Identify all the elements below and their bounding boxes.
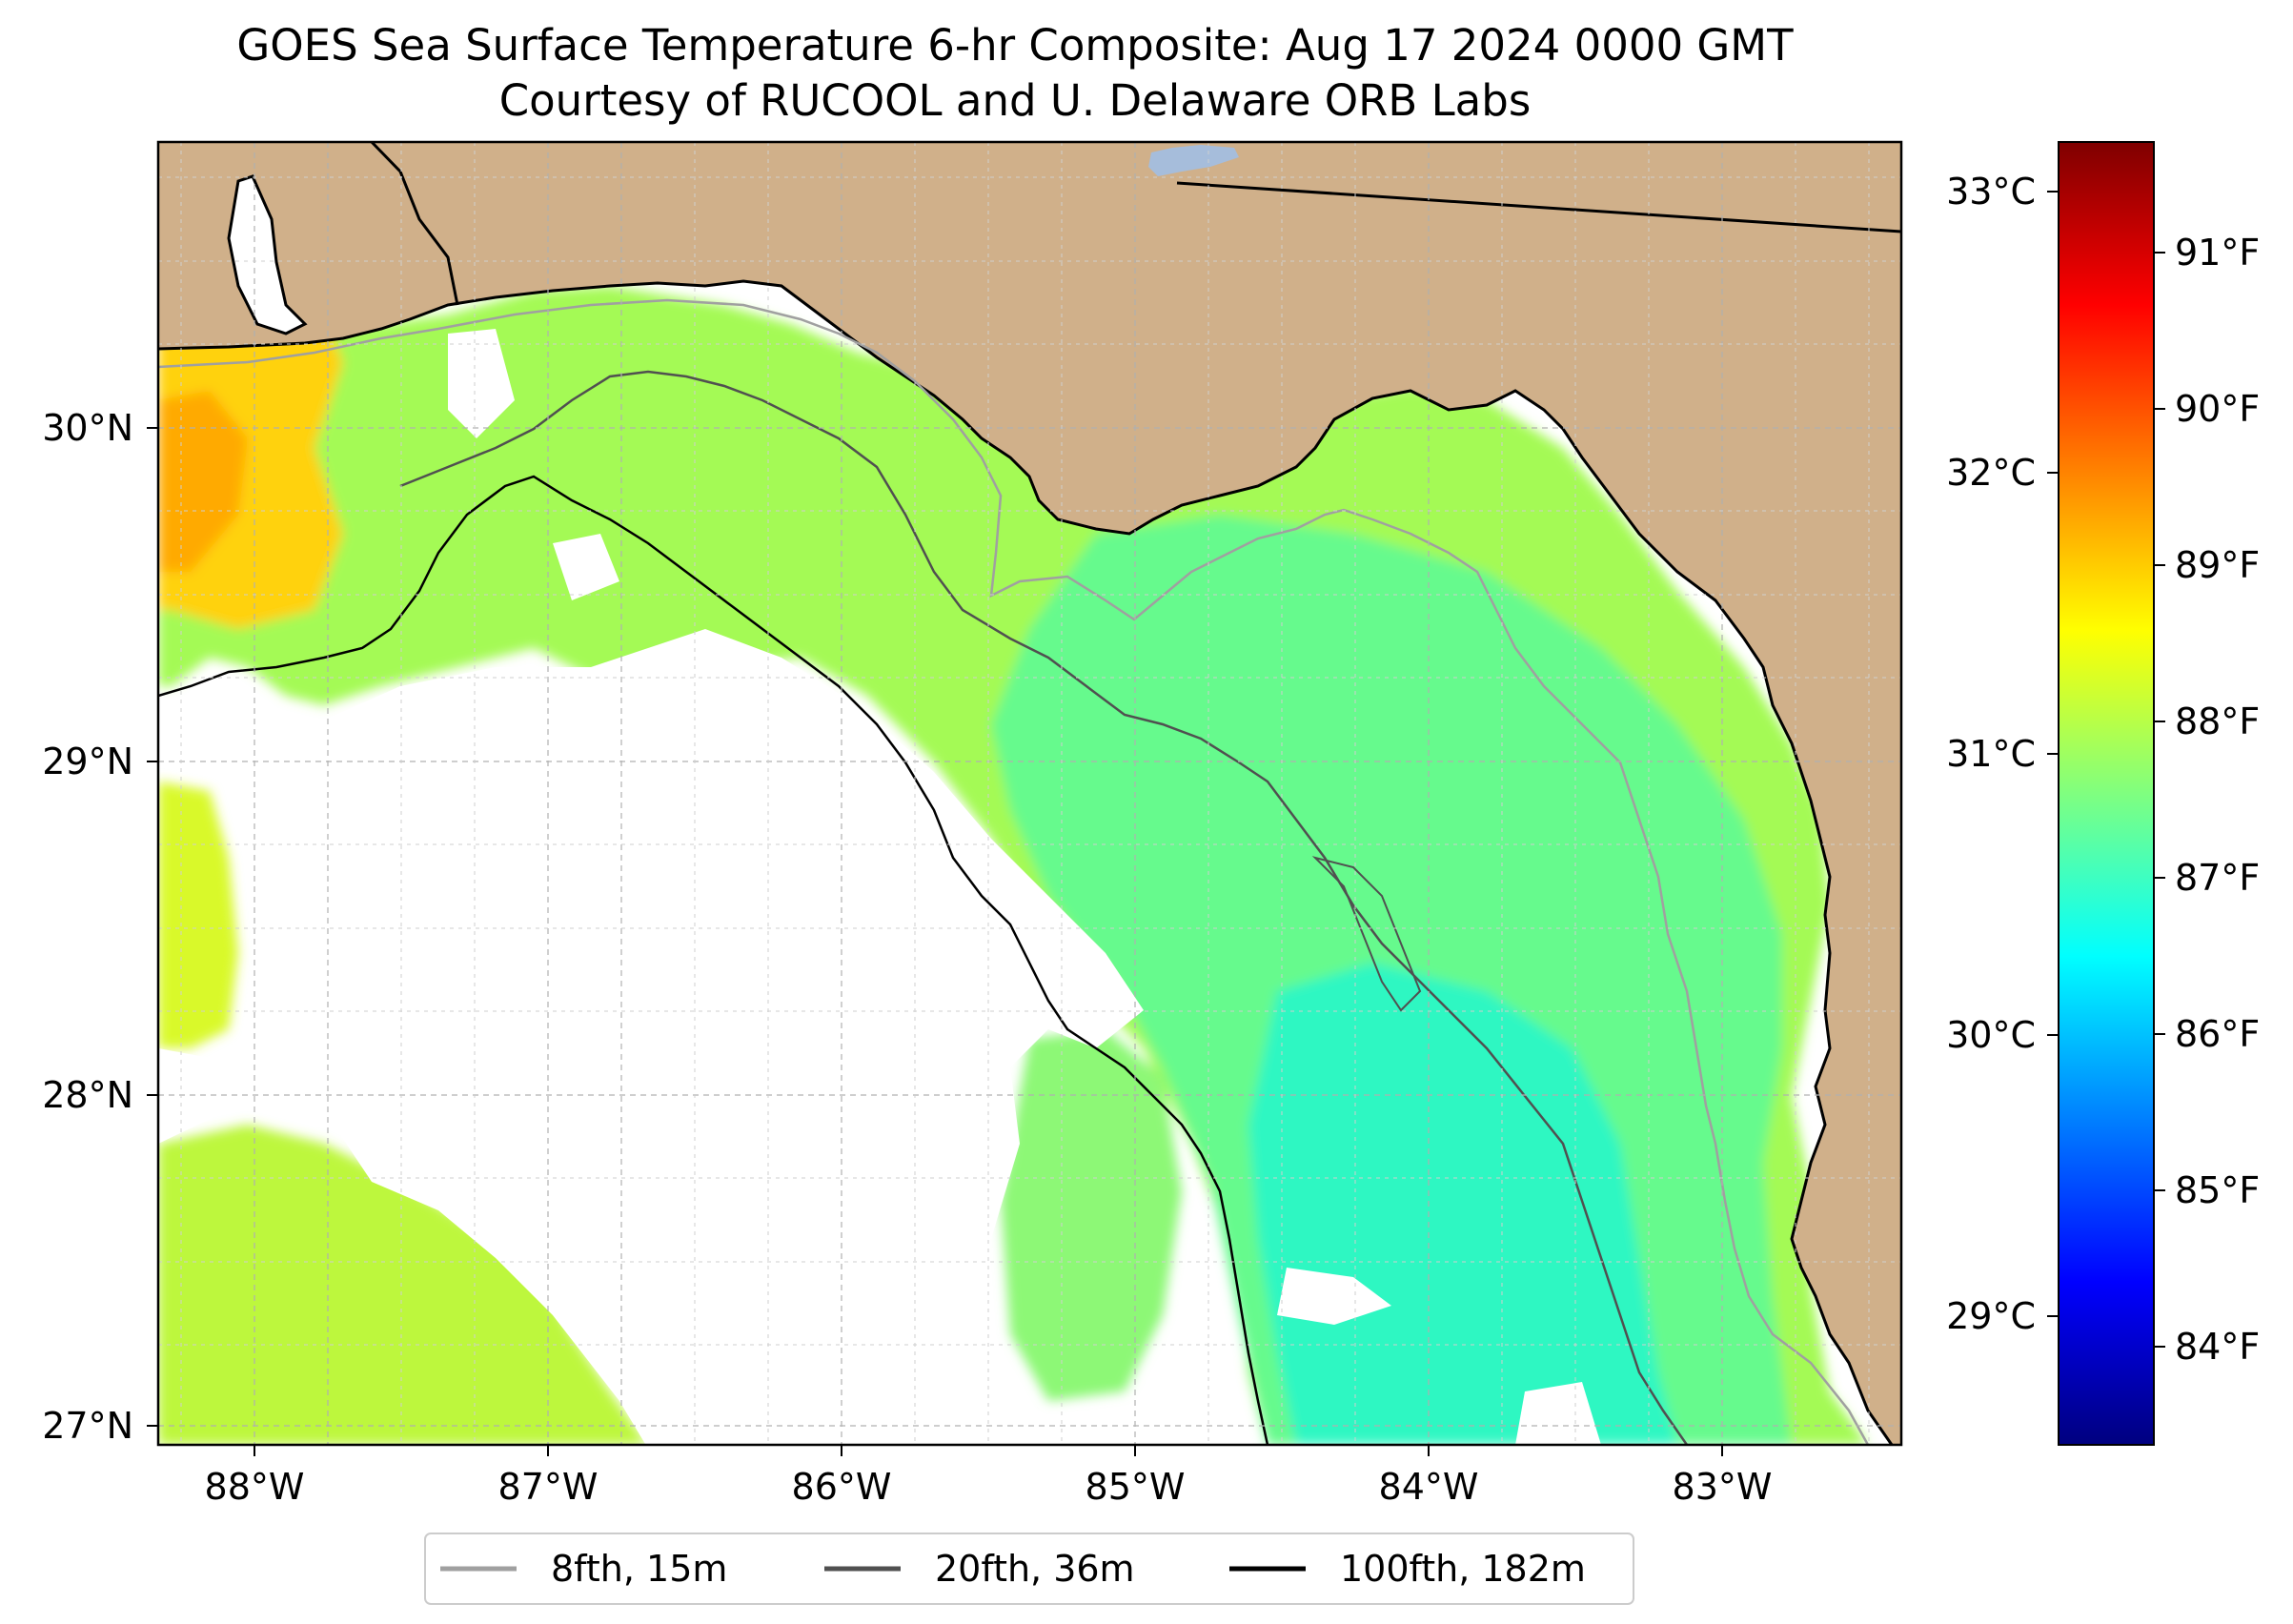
lat-axis-labels: 30°N 29°N 28°N 27°N — [42, 407, 133, 1447]
cloud-gap-small-1 — [553, 534, 619, 600]
cbar-label-30c: 30°C — [1946, 1014, 2036, 1056]
legend: 8fth, 15m 20fth, 36m 100fth, 182m — [424, 1533, 1634, 1605]
title-line-1: GOES Sea Surface Temperature 6-hr Compos… — [236, 20, 1794, 71]
coast-outline — [158, 279, 1894, 1445]
isobaths — [158, 298, 1870, 1445]
lon-label-85w: 85°W — [1086, 1466, 1186, 1508]
lat-label-28n: 28°N — [42, 1074, 133, 1116]
legend-label-8fth: 8fth, 15m — [551, 1548, 727, 1590]
axis-ticks — [147, 427, 1723, 1456]
colorbar-celsius-labels: 33°C 32°C 31°C 30°C 29°C — [1946, 171, 2036, 1337]
lat-label-27n: 27°N — [42, 1405, 133, 1447]
cloud-gap-south-edge — [1515, 1382, 1601, 1445]
graticule-minor — [158, 142, 1901, 1445]
cbar-label-87f: 87°F — [2175, 857, 2260, 899]
legend-label-100fth: 100fth, 182m — [1340, 1548, 1586, 1590]
cbar-label-89f: 89°F — [2175, 544, 2260, 586]
lon-axis-labels: 88°W 87°W 86°W 85°W 84°W 83°W — [205, 1466, 1773, 1508]
lon-label-86w: 86°W — [792, 1466, 892, 1508]
cbar-label-31c: 31°C — [1946, 733, 2036, 775]
cbar-label-90f: 90°F — [2175, 388, 2260, 430]
isobath-20fth-36m — [399, 370, 1689, 1445]
lon-label-88w: 88°W — [205, 1466, 305, 1508]
colorbar-fahrenheit-labels: 91°F 90°F 89°F 88°F 87°F 86°F 85°F 84°F — [2175, 232, 2260, 1368]
cbar-label-84f: 84°F — [2175, 1326, 2260, 1368]
cloud-gap-southeast — [1277, 1268, 1391, 1325]
cloud-gap-sw-corner — [158, 1048, 238, 1144]
colorbar: 33°C 32°C 31°C 30°C 29°C 91°F 90°F 89°F … — [1946, 141, 2260, 1446]
land-north — [158, 142, 1901, 1445]
map-panel — [158, 142, 1901, 1445]
cbar-label-88f: 88°F — [2175, 700, 2260, 742]
map-frame — [156, 140, 1903, 1447]
lon-label-87w: 87°W — [498, 1466, 599, 1508]
lon-label-83w: 83°W — [1673, 1466, 1773, 1508]
mobile-bay — [227, 174, 308, 335]
lat-label-29n: 29°N — [42, 741, 133, 782]
isobath-20fth-islands — [1311, 856, 1422, 1012]
cbar-label-91f: 91°F — [2175, 232, 2260, 274]
cbar-label-86f: 86°F — [2175, 1013, 2260, 1055]
title-line-2: Courtesy of RUCOOL and U. Delaware ORB L… — [499, 75, 1532, 126]
colorbar-celsius-ticks — [2047, 191, 2059, 1317]
legend-label-20fth: 20fth, 36m — [935, 1548, 1135, 1590]
land — [158, 142, 1901, 1445]
sst-southwest-region — [158, 1125, 648, 1445]
isobath-100fth-182m — [158, 475, 1269, 1445]
cbar-label-29c: 29°C — [1946, 1295, 2036, 1337]
sst-coolest-core — [1248, 963, 1677, 1445]
lat-label-30n: 30°N — [42, 407, 133, 449]
cbar-label-32c: 32°C — [1946, 452, 2036, 494]
sst-mid-patch — [1001, 1029, 1182, 1401]
cbar-label-85f: 85°F — [2175, 1169, 2260, 1211]
isobath-8fth-15m — [158, 298, 1870, 1445]
cloud-gap-central — [295, 629, 1144, 1445]
state-boundary-al-fl — [370, 142, 459, 306]
cloud-gaps — [158, 329, 1601, 1445]
sst-west-strip — [158, 782, 238, 1048]
legend-box — [424, 1533, 1634, 1605]
colorbar-gradient — [2058, 141, 2155, 1446]
colorbar-fahrenheit-ticks — [2154, 252, 2165, 1348]
graticule — [158, 142, 1901, 1445]
cloud-gap-north — [448, 329, 515, 438]
state-boundary-ga-fl — [1176, 181, 1901, 233]
lake-seminole — [1148, 145, 1239, 176]
cbar-label-33c: 33°C — [1946, 171, 2036, 213]
lon-label-84w: 84°W — [1379, 1466, 1479, 1508]
